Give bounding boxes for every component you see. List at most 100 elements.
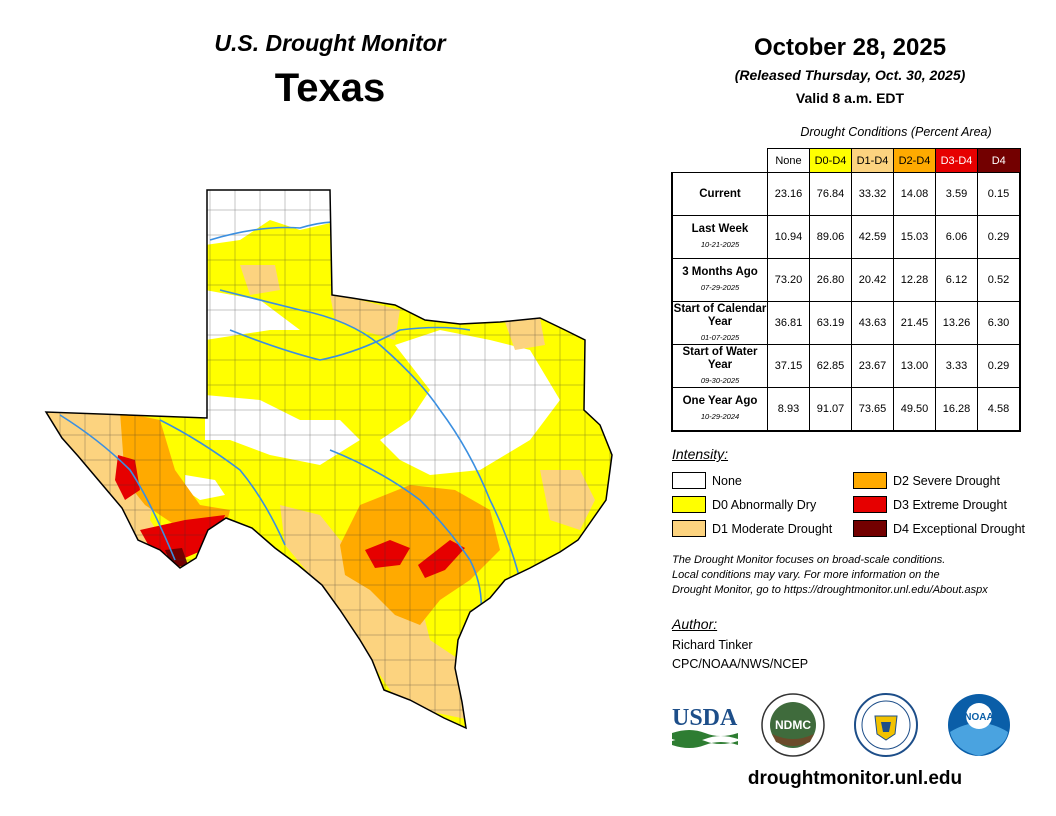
pecos-river bbox=[159, 419, 286, 546]
cell: 23.67 bbox=[851, 344, 894, 388]
table-caption: Drought Conditions (Percent Area) bbox=[800, 125, 992, 139]
col-header-d1-d4: D1-D4 bbox=[851, 148, 894, 173]
canadian-river bbox=[209, 221, 336, 241]
rivers bbox=[59, 221, 521, 621]
monitor-title: U.S. Drought Monitor bbox=[214, 30, 446, 56]
cell: 16.28 bbox=[935, 387, 978, 432]
row-label: One Year Ago 10-29-2024 bbox=[671, 387, 768, 432]
none-zone-west bbox=[205, 395, 360, 465]
row-label: Current bbox=[671, 172, 768, 216]
cell: 4.58 bbox=[977, 387, 1021, 432]
d1-zone-rolling-plains bbox=[330, 295, 400, 340]
cell: 0.52 bbox=[977, 258, 1021, 302]
brazos-river bbox=[219, 289, 521, 581]
row-date: 01-07-2025 bbox=[700, 332, 740, 342]
legend-swatch bbox=[672, 472, 706, 489]
cell: 73.20 bbox=[767, 258, 810, 302]
cell: 26.80 bbox=[809, 258, 852, 302]
cell: 0.29 bbox=[977, 344, 1021, 388]
cell: 42.59 bbox=[851, 215, 894, 259]
cell: 23.16 bbox=[767, 172, 810, 216]
row-date: 10-21-2025 bbox=[700, 240, 740, 249]
drought-stats-table: None D0-D4 D1-D4 D2-D4 D3-D4 D4 Current … bbox=[671, 148, 1021, 432]
col-header-d0-d4: D0-D4 bbox=[809, 148, 852, 173]
cell: 33.32 bbox=[851, 172, 894, 216]
disclaimer-note: The Drought Monitor focuses on broad-sca… bbox=[672, 554, 988, 596]
legend-swatch bbox=[853, 520, 887, 537]
row-date: 10-29-2024 bbox=[700, 412, 740, 421]
texas-outline bbox=[44, 189, 613, 730]
legend-swatch bbox=[853, 496, 887, 513]
legend-item-d0: D0 Abnormally Dry bbox=[672, 496, 816, 513]
cell: 21.45 bbox=[893, 301, 936, 345]
legend-item-d2: D2 Severe Drought bbox=[853, 472, 1000, 489]
usda-logo[interactable]: USDA bbox=[670, 695, 740, 750]
cell: 91.07 bbox=[809, 387, 852, 432]
header-blank bbox=[672, 149, 768, 173]
legend-item-d3: D3 Extreme Drought bbox=[853, 496, 1007, 513]
row-label: 3 Months Ago 07-29-2025 bbox=[671, 258, 768, 302]
cell: 3.59 bbox=[935, 172, 978, 216]
author-org: CPC/NOAA/NWS/NCEP bbox=[672, 657, 809, 671]
commerce-seal-icon[interactable] bbox=[853, 692, 919, 758]
col-header-d4: D4 bbox=[977, 148, 1021, 173]
cell: 13.26 bbox=[935, 301, 978, 345]
rio-grande bbox=[59, 414, 176, 561]
cell: 37.15 bbox=[767, 344, 810, 388]
table-row-last-week: Last Week 10-21-2025 10.94 89.06 42.59 15… bbox=[671, 215, 1021, 259]
legend-swatch bbox=[672, 520, 706, 537]
cell: 49.50 bbox=[893, 387, 936, 432]
row-date: 09-30-2025 bbox=[700, 375, 740, 385]
d3-zone-central bbox=[365, 540, 410, 568]
table-row-3-months-ago: 3 Months Ago 07-29-2025 73.20 26.80 20.42… bbox=[671, 258, 1021, 302]
table-row-start-calendar-year: Start of Calendar Year 01-07-2025 36.81 6… bbox=[671, 301, 1021, 345]
legend-item-none: None bbox=[672, 472, 742, 489]
cell: 8.93 bbox=[767, 387, 810, 432]
valid-time: Valid 8 a.m. EDT bbox=[795, 90, 905, 106]
row-label: Last Week 10-21-2025 bbox=[671, 215, 768, 259]
d3-zone-west bbox=[115, 455, 140, 500]
cell: 15.03 bbox=[893, 215, 936, 259]
author-name: Richard Tinker bbox=[672, 638, 753, 652]
cell: 3.33 bbox=[935, 344, 978, 388]
website-link[interactable]: droughtmonitor.unl.edu bbox=[747, 768, 963, 789]
table-row-start-water-year: Start of Water Year 09-30-2025 37.15 62.8… bbox=[671, 344, 1021, 388]
state-title: Texas bbox=[274, 66, 386, 110]
cell: 13.00 bbox=[893, 344, 936, 388]
legend-swatch bbox=[853, 472, 887, 489]
map-date: October 28, 2025 bbox=[753, 34, 947, 61]
ndmc-logo[interactable]: NDMC bbox=[760, 692, 826, 758]
d3-zone-central-east bbox=[418, 540, 465, 578]
legend-item-d4: D4 Exceptional Drought bbox=[853, 520, 1025, 537]
col-header-none: None bbox=[767, 148, 810, 173]
none-zone-panhandle-north bbox=[205, 190, 335, 245]
texas-drought-map bbox=[44, 189, 613, 730]
cell: 20.42 bbox=[851, 258, 894, 302]
cell: 43.63 bbox=[851, 301, 894, 345]
author-heading: Author: bbox=[672, 616, 718, 632]
noaa-logo[interactable]: NOAA bbox=[946, 692, 1012, 758]
legend-swatch bbox=[672, 496, 706, 513]
drought-zones bbox=[46, 190, 612, 728]
table-row-current: Current 23.16 76.84 33.32 14.08 3.59 0.1… bbox=[671, 172, 1021, 216]
d2-zone-trans-pecos bbox=[120, 412, 230, 545]
row-label: Start of Calendar Year 01-07-2025 bbox=[671, 301, 768, 345]
cell: 6.12 bbox=[935, 258, 978, 302]
none-zone-central bbox=[380, 330, 560, 475]
cell: 12.28 bbox=[893, 258, 936, 302]
svg-text:NDMC: NDMC bbox=[775, 718, 811, 732]
legend-title: Intensity: bbox=[672, 446, 729, 462]
cell: 6.06 bbox=[935, 215, 978, 259]
col-header-d2-d4: D2-D4 bbox=[893, 148, 936, 173]
cell: 73.65 bbox=[851, 387, 894, 432]
col-header-d3-d4: D3-D4 bbox=[935, 148, 978, 173]
row-date: 07-29-2025 bbox=[700, 283, 740, 292]
svg-text:NOAA: NOAA bbox=[964, 712, 993, 723]
none-zone-panhandle-south bbox=[205, 290, 300, 340]
cell: 0.15 bbox=[977, 172, 1021, 216]
cell: 36.81 bbox=[767, 301, 810, 345]
cell: 89.06 bbox=[809, 215, 852, 259]
table-header-row: None D0-D4 D1-D4 D2-D4 D3-D4 D4 bbox=[672, 148, 1021, 173]
d1-zone-south bbox=[280, 505, 470, 720]
svg-text:USDA: USDA bbox=[672, 705, 738, 731]
